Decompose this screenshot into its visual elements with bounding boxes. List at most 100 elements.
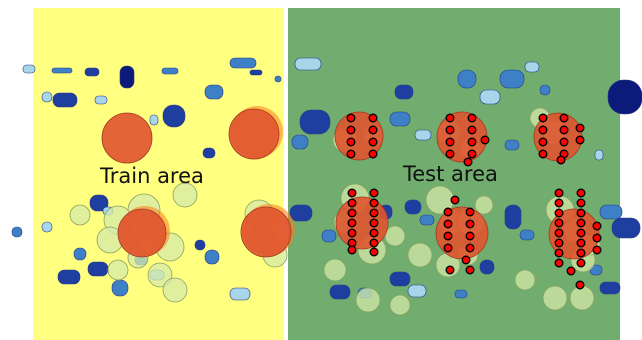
light-circle xyxy=(390,295,410,315)
blob xyxy=(292,135,308,149)
train-area-label: Train area xyxy=(100,164,204,188)
test-marker xyxy=(348,246,356,254)
light-circle xyxy=(385,226,405,246)
test-marker xyxy=(446,266,454,274)
blob xyxy=(290,205,312,221)
test-marker xyxy=(539,150,547,158)
test-marker xyxy=(481,136,489,144)
test-marker xyxy=(577,189,585,197)
test-marker xyxy=(560,126,568,134)
test-marker xyxy=(347,138,355,146)
test-marker xyxy=(370,239,378,247)
blob xyxy=(420,215,434,225)
test-marker xyxy=(446,138,454,146)
test-marker xyxy=(555,259,563,267)
test-marker xyxy=(444,244,452,252)
test-marker xyxy=(555,239,563,247)
test-marker xyxy=(555,249,563,257)
test-marker xyxy=(347,126,355,134)
blob xyxy=(405,200,421,214)
blob xyxy=(95,96,107,104)
test-marker xyxy=(577,219,585,227)
test-marker xyxy=(593,234,601,242)
test-marker xyxy=(444,208,452,216)
test-marker xyxy=(446,114,454,122)
blob xyxy=(112,280,128,296)
test-marker xyxy=(576,136,584,144)
test-marker xyxy=(370,219,378,227)
test-marker xyxy=(560,114,568,122)
blob xyxy=(42,222,52,232)
blob xyxy=(458,70,476,88)
test-marker xyxy=(462,256,470,264)
test-marker xyxy=(555,189,563,197)
test-marker xyxy=(539,126,547,134)
blob xyxy=(480,260,494,274)
test-marker xyxy=(370,229,378,237)
test-marker xyxy=(444,220,452,228)
test-marker xyxy=(347,150,355,158)
test-marker xyxy=(468,126,476,134)
test-marker xyxy=(577,259,585,267)
test-marker xyxy=(557,156,565,164)
blob xyxy=(540,85,550,95)
blob xyxy=(88,262,108,276)
blob xyxy=(300,110,330,134)
light-circle xyxy=(570,286,594,310)
test-marker xyxy=(348,219,356,227)
test-marker xyxy=(468,114,476,122)
blob xyxy=(275,76,281,82)
test-marker xyxy=(567,267,575,275)
test-marker xyxy=(446,126,454,134)
blob xyxy=(74,248,86,260)
blob xyxy=(230,288,250,300)
test-marker xyxy=(370,199,378,207)
blob xyxy=(455,290,467,298)
target-circle xyxy=(118,209,166,257)
blob xyxy=(330,285,350,299)
test-marker xyxy=(577,229,585,237)
test-marker xyxy=(560,138,568,146)
test-marker xyxy=(468,150,476,158)
test-marker xyxy=(370,209,378,217)
blob xyxy=(525,62,539,72)
blob xyxy=(163,105,185,127)
test-marker xyxy=(466,232,474,240)
test-marker xyxy=(555,199,563,207)
test-marker xyxy=(446,150,454,158)
test-marker xyxy=(593,222,601,230)
test-marker xyxy=(370,248,378,256)
test-marker xyxy=(577,209,585,217)
target-circle xyxy=(102,113,152,163)
target-circle xyxy=(436,207,488,259)
blob xyxy=(505,205,521,229)
blob xyxy=(390,272,410,286)
test-marker xyxy=(348,209,356,217)
light-circle xyxy=(163,278,187,302)
blob xyxy=(12,227,22,237)
blob xyxy=(150,115,158,125)
test-marker xyxy=(348,229,356,237)
blob xyxy=(58,270,80,284)
blob xyxy=(52,68,72,73)
light-circle xyxy=(108,260,128,280)
light-circle xyxy=(515,270,535,290)
blob xyxy=(162,68,178,74)
test-marker xyxy=(468,138,476,146)
test-marker xyxy=(466,220,474,228)
light-circle xyxy=(543,286,567,310)
test-marker xyxy=(444,232,452,240)
test-marker xyxy=(466,208,474,216)
blob xyxy=(480,90,500,104)
test-marker xyxy=(369,150,377,158)
test-marker xyxy=(348,189,356,197)
blob xyxy=(205,250,219,264)
light-circle xyxy=(408,243,432,267)
test-marker xyxy=(555,229,563,237)
test-marker xyxy=(347,114,355,122)
test-marker xyxy=(576,124,584,132)
blob xyxy=(600,205,622,219)
blob xyxy=(520,230,534,240)
blob xyxy=(612,218,640,238)
blob xyxy=(500,70,524,88)
